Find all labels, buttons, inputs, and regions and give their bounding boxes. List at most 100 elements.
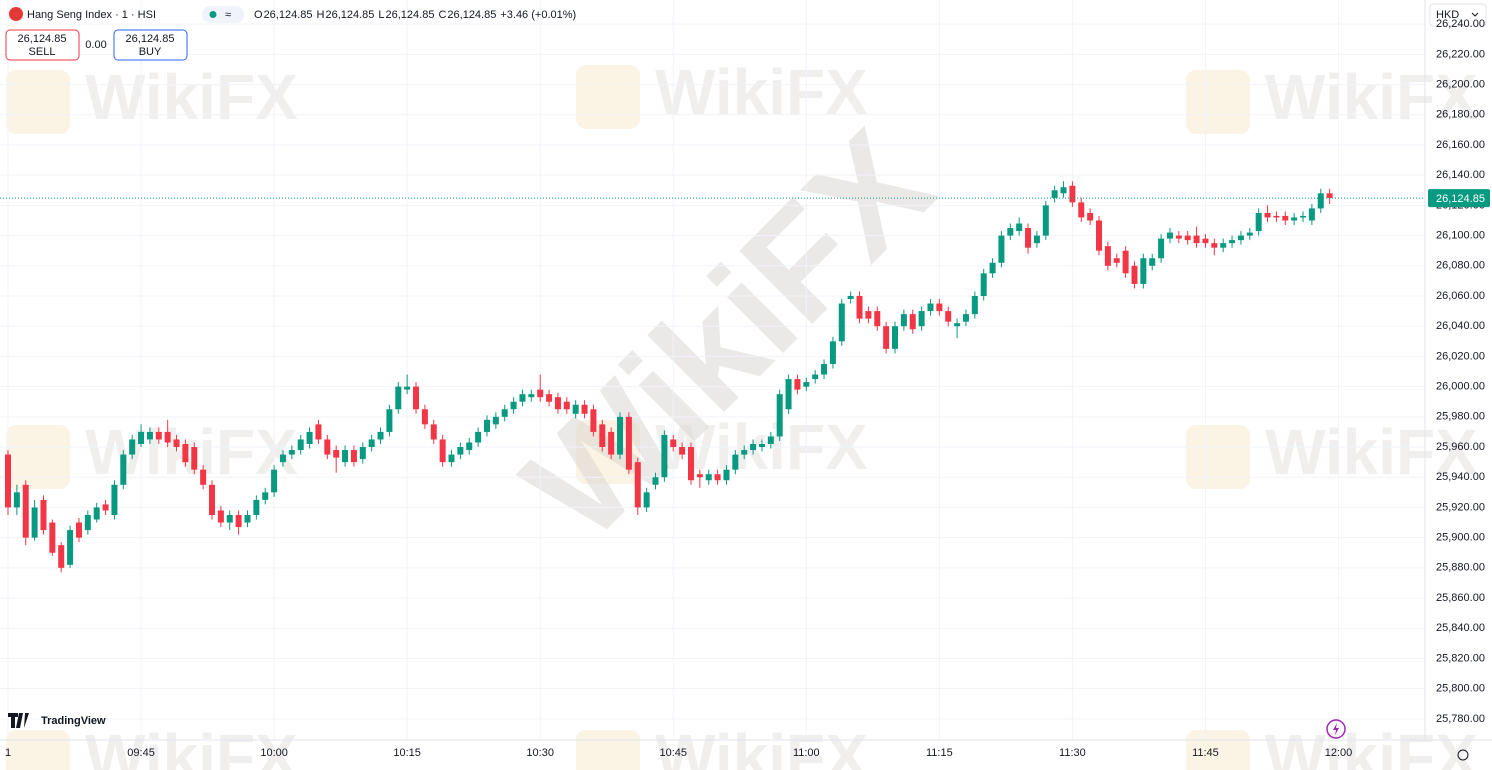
x-tick-label: 11:15 <box>926 747 953 759</box>
buy-button[interactable] <box>113 29 188 61</box>
candle-body <box>146 431 153 440</box>
sell-button[interactable] <box>5 29 80 61</box>
ohlc-label: L <box>378 9 384 21</box>
candle-body <box>359 447 366 460</box>
watermark-icon <box>576 65 640 129</box>
y-tick-label: 25,900.00 <box>1436 532 1485 544</box>
candle-body <box>1096 220 1103 251</box>
candle-body <box>253 499 260 515</box>
candle-body <box>191 447 198 470</box>
candle-body <box>856 296 863 319</box>
candle-body <box>714 474 721 481</box>
x-tick-label: 09:45 <box>127 747 155 759</box>
candle-body <box>803 382 810 387</box>
y-tick-label: 25,820.00 <box>1436 652 1485 664</box>
candle-body <box>377 431 384 440</box>
x-tick-label: 1 <box>5 747 11 759</box>
candle-body <box>528 394 535 398</box>
candle-body <box>1042 205 1049 236</box>
candle-body <box>1069 185 1076 203</box>
x-tick-label: 11:30 <box>1059 747 1086 759</box>
candle-body <box>40 499 47 531</box>
watermark-icon <box>1186 425 1250 489</box>
y-tick-label: 26,180.00 <box>1436 109 1485 121</box>
candle-body <box>971 296 978 315</box>
candle-body <box>812 374 819 380</box>
candle-body <box>1158 238 1165 259</box>
candle-body <box>1060 187 1067 194</box>
brand-logo: TradingView <box>8 713 106 728</box>
candle-body <box>5 454 11 508</box>
y-tick-label: 26,140.00 <box>1436 169 1485 181</box>
candle-body <box>838 303 845 342</box>
candle-body <box>1007 228 1014 236</box>
candle-body <box>998 235 1005 263</box>
last-price-label: 26,124.85 <box>1436 193 1485 205</box>
candle-body <box>1087 212 1094 221</box>
candle-body <box>244 514 251 523</box>
candle-body <box>262 492 269 500</box>
candle-body <box>670 439 677 448</box>
candle-body <box>874 311 881 327</box>
candle-body <box>421 409 428 425</box>
candle-body <box>120 454 127 485</box>
ohlc-value: 26,124.85 <box>386 9 435 21</box>
candle-body <box>962 314 969 322</box>
symbol: Hang Seng Index · 1 · HSI <box>27 9 156 21</box>
symbol-icon <box>9 7 23 21</box>
candle-body <box>58 545 65 568</box>
candle-body <box>794 379 801 390</box>
candle-body <box>652 477 659 485</box>
y-tick-label: 26,220.00 <box>1436 48 1485 60</box>
candle-body <box>679 447 686 455</box>
candle-body <box>200 469 207 485</box>
candle-body <box>758 444 765 448</box>
candle-body <box>980 273 987 296</box>
candle-body <box>129 439 136 455</box>
currency-select[interactable] <box>1429 3 1487 27</box>
candle-body <box>661 434 668 478</box>
watermark-icon <box>1186 70 1250 134</box>
candle-body <box>1122 250 1129 274</box>
candle-body <box>643 492 650 508</box>
candle-body <box>572 404 579 414</box>
candle-body <box>111 484 118 515</box>
candle-body <box>413 386 420 410</box>
candle-body <box>209 484 216 515</box>
watermark: WikiFX <box>85 721 298 770</box>
candle-body <box>84 514 91 531</box>
candle-body <box>324 439 331 455</box>
trade-buttons: 26,124.85 SELL 0.00 26,124.85 BUY <box>5 29 188 61</box>
status-icon: ≈ <box>225 9 231 21</box>
watermark: WikiFX <box>1265 61 1478 133</box>
candle-body <box>13 492 20 508</box>
candle-body <box>155 431 162 440</box>
alerts-icon[interactable] <box>1326 719 1346 739</box>
candle-body <box>1202 238 1209 244</box>
candle-body <box>1255 212 1262 232</box>
y-tick-label: 26,040.00 <box>1436 320 1485 332</box>
candle-body <box>448 454 455 463</box>
candle-body <box>1033 235 1040 244</box>
candles <box>5 181 1333 573</box>
candle-body <box>1291 217 1298 221</box>
candle-body <box>342 450 349 463</box>
candle-body <box>892 326 898 349</box>
watermark-icon <box>6 425 70 489</box>
candle-body <box>732 454 739 470</box>
candle-body <box>1078 202 1085 218</box>
x-tick-label: 11:45 <box>1192 747 1219 759</box>
candle-body <box>75 522 82 538</box>
candle-body <box>430 424 437 440</box>
candle-body <box>989 262 996 274</box>
candle-body <box>767 436 774 444</box>
candle-body <box>297 439 304 451</box>
change: +3.46 (+0.01%) <box>500 9 576 21</box>
buy-label: BUY <box>139 46 162 58</box>
candle-body <box>554 397 561 410</box>
settings-icon[interactable] <box>1457 749 1469 761</box>
candle-body <box>306 431 313 444</box>
candle-body <box>1264 212 1271 218</box>
